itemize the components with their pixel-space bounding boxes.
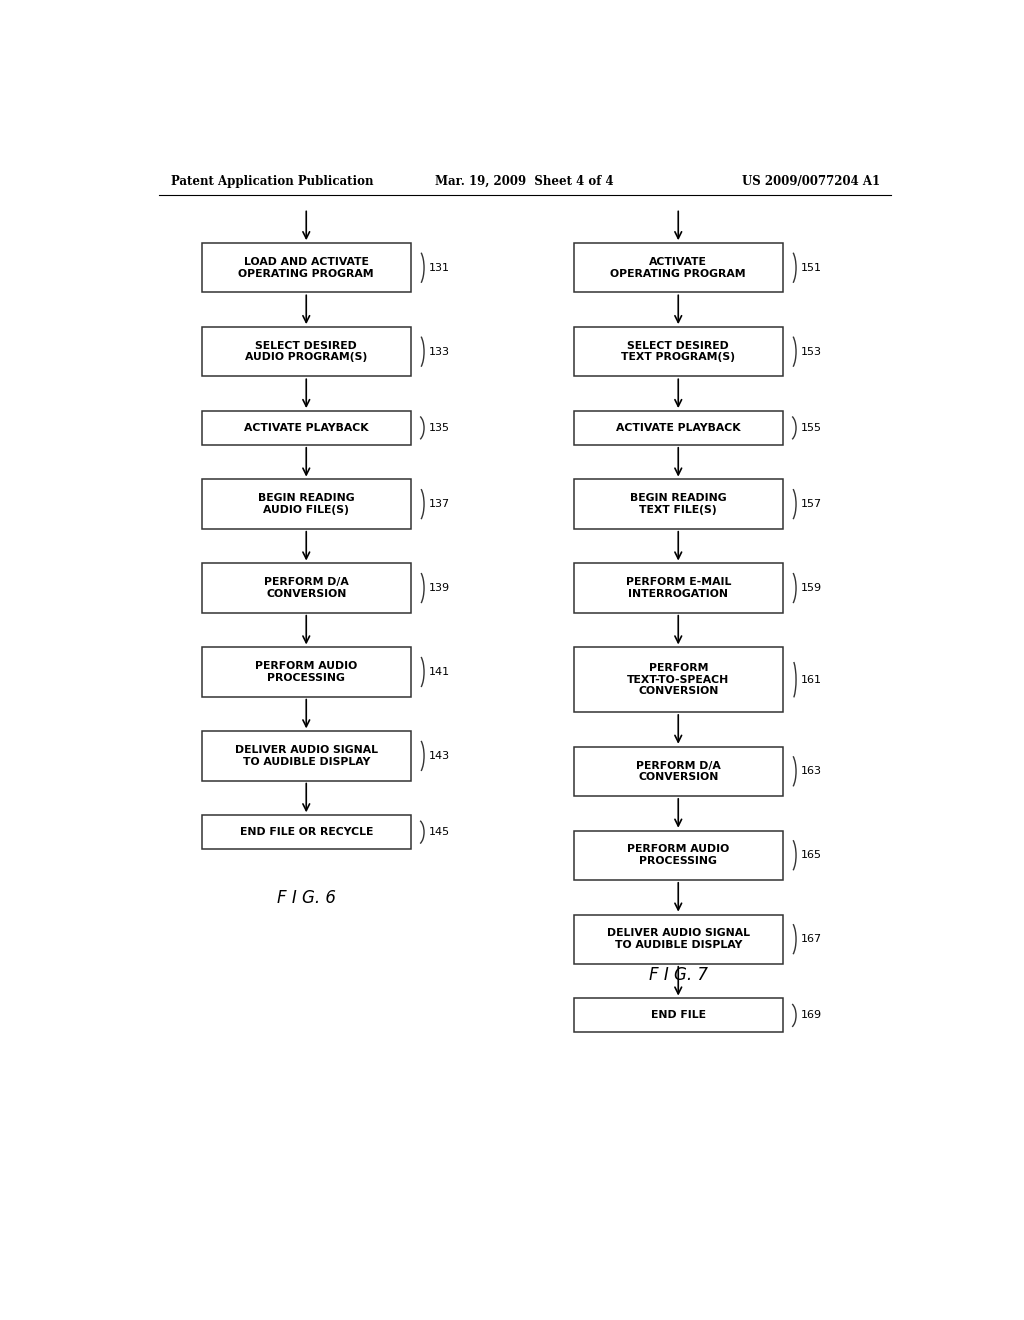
- Bar: [202, 647, 411, 697]
- Bar: [573, 411, 783, 445]
- Text: 143: 143: [429, 751, 450, 760]
- Text: 131: 131: [429, 263, 450, 273]
- Text: PERFORM D/A
CONVERSION: PERFORM D/A CONVERSION: [264, 577, 348, 599]
- Bar: [202, 411, 411, 445]
- Text: PERFORM
TEXT-TO-SPEACH
CONVERSION: PERFORM TEXT-TO-SPEACH CONVERSION: [627, 663, 729, 696]
- Text: ACTIVATE PLAYBACK: ACTIVATE PLAYBACK: [244, 422, 369, 433]
- Text: 157: 157: [801, 499, 822, 510]
- Text: 159: 159: [801, 583, 822, 593]
- Text: 151: 151: [801, 263, 821, 273]
- Text: 133: 133: [429, 347, 450, 356]
- Bar: [202, 479, 411, 529]
- Text: Patent Application Publication: Patent Application Publication: [171, 176, 373, 187]
- Text: DELIVER AUDIO SIGNAL
TO AUDIBLE DISPLAY: DELIVER AUDIO SIGNAL TO AUDIBLE DISPLAY: [607, 928, 750, 950]
- Bar: [202, 816, 411, 849]
- Bar: [573, 830, 783, 880]
- Text: 141: 141: [429, 667, 450, 677]
- Text: 145: 145: [429, 828, 450, 837]
- Bar: [573, 479, 783, 529]
- Text: LOAD AND ACTIVATE
OPERATING PROGRAM: LOAD AND ACTIVATE OPERATING PROGRAM: [239, 257, 374, 279]
- Text: PERFORM AUDIO
PROCESSING: PERFORM AUDIO PROCESSING: [627, 845, 729, 866]
- Bar: [202, 731, 411, 780]
- Text: SELECT DESIRED
TEXT PROGRAM(S): SELECT DESIRED TEXT PROGRAM(S): [622, 341, 735, 363]
- Text: 161: 161: [801, 675, 821, 685]
- Text: F I G. 7: F I G. 7: [649, 966, 708, 983]
- Text: PERFORM AUDIO
PROCESSING: PERFORM AUDIO PROCESSING: [255, 661, 357, 682]
- Text: PERFORM E-MAIL
INTERROGATION: PERFORM E-MAIL INTERROGATION: [626, 577, 731, 599]
- Bar: [573, 243, 783, 293]
- Text: 135: 135: [429, 422, 450, 433]
- Bar: [573, 998, 783, 1032]
- Bar: [573, 915, 783, 964]
- Text: ACTIVATE PLAYBACK: ACTIVATE PLAYBACK: [616, 422, 740, 433]
- Bar: [202, 327, 411, 376]
- Text: US 2009/0077204 A1: US 2009/0077204 A1: [741, 176, 880, 187]
- Bar: [573, 564, 783, 612]
- Text: 137: 137: [429, 499, 450, 510]
- Text: DELIVER AUDIO SIGNAL
TO AUDIBLE DISPLAY: DELIVER AUDIO SIGNAL TO AUDIBLE DISPLAY: [234, 744, 378, 767]
- Text: ACTIVATE
OPERATING PROGRAM: ACTIVATE OPERATING PROGRAM: [610, 257, 746, 279]
- Text: 139: 139: [429, 583, 450, 593]
- Text: 169: 169: [801, 1010, 822, 1020]
- Text: END FILE OR RECYCLE: END FILE OR RECYCLE: [240, 828, 373, 837]
- Bar: [202, 564, 411, 612]
- Text: F I G. 6: F I G. 6: [276, 888, 336, 907]
- Bar: [573, 747, 783, 796]
- Text: PERFORM D/A
CONVERSION: PERFORM D/A CONVERSION: [636, 760, 721, 783]
- Text: Mar. 19, 2009  Sheet 4 of 4: Mar. 19, 2009 Sheet 4 of 4: [435, 176, 614, 187]
- Bar: [573, 327, 783, 376]
- Text: BEGIN READING
TEXT FILE(S): BEGIN READING TEXT FILE(S): [630, 494, 727, 515]
- Bar: [202, 243, 411, 293]
- Text: 165: 165: [801, 850, 821, 861]
- Bar: [573, 647, 783, 711]
- Text: SELECT DESIRED
AUDIO PROGRAM(S): SELECT DESIRED AUDIO PROGRAM(S): [245, 341, 368, 363]
- Text: 167: 167: [801, 935, 822, 944]
- Text: 163: 163: [801, 767, 821, 776]
- Text: END FILE: END FILE: [650, 1010, 706, 1020]
- Text: 155: 155: [801, 422, 821, 433]
- Text: 153: 153: [801, 347, 821, 356]
- Text: BEGIN READING
AUDIO FILE(S): BEGIN READING AUDIO FILE(S): [258, 494, 354, 515]
